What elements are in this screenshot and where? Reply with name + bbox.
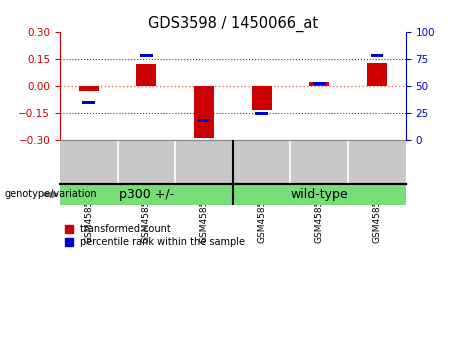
Title: GDS3598 / 1450066_at: GDS3598 / 1450066_at: [148, 16, 318, 32]
Bar: [140, 54, 153, 57]
Bar: [313, 82, 325, 85]
Text: genotype/variation: genotype/variation: [5, 189, 97, 199]
Text: wild-type: wild-type: [290, 188, 348, 201]
Text: p300 +/-: p300 +/-: [119, 188, 174, 201]
Bar: [83, 101, 95, 104]
Bar: [136, 64, 156, 86]
Bar: [252, 86, 272, 109]
Bar: [309, 82, 329, 86]
Bar: [255, 112, 268, 115]
Bar: [367, 63, 387, 86]
Bar: [194, 86, 214, 138]
Bar: [79, 86, 99, 91]
Bar: [198, 119, 210, 122]
Legend: transformed count, percentile rank within the sample: transformed count, percentile rank withi…: [65, 224, 245, 247]
Bar: [371, 54, 383, 57]
